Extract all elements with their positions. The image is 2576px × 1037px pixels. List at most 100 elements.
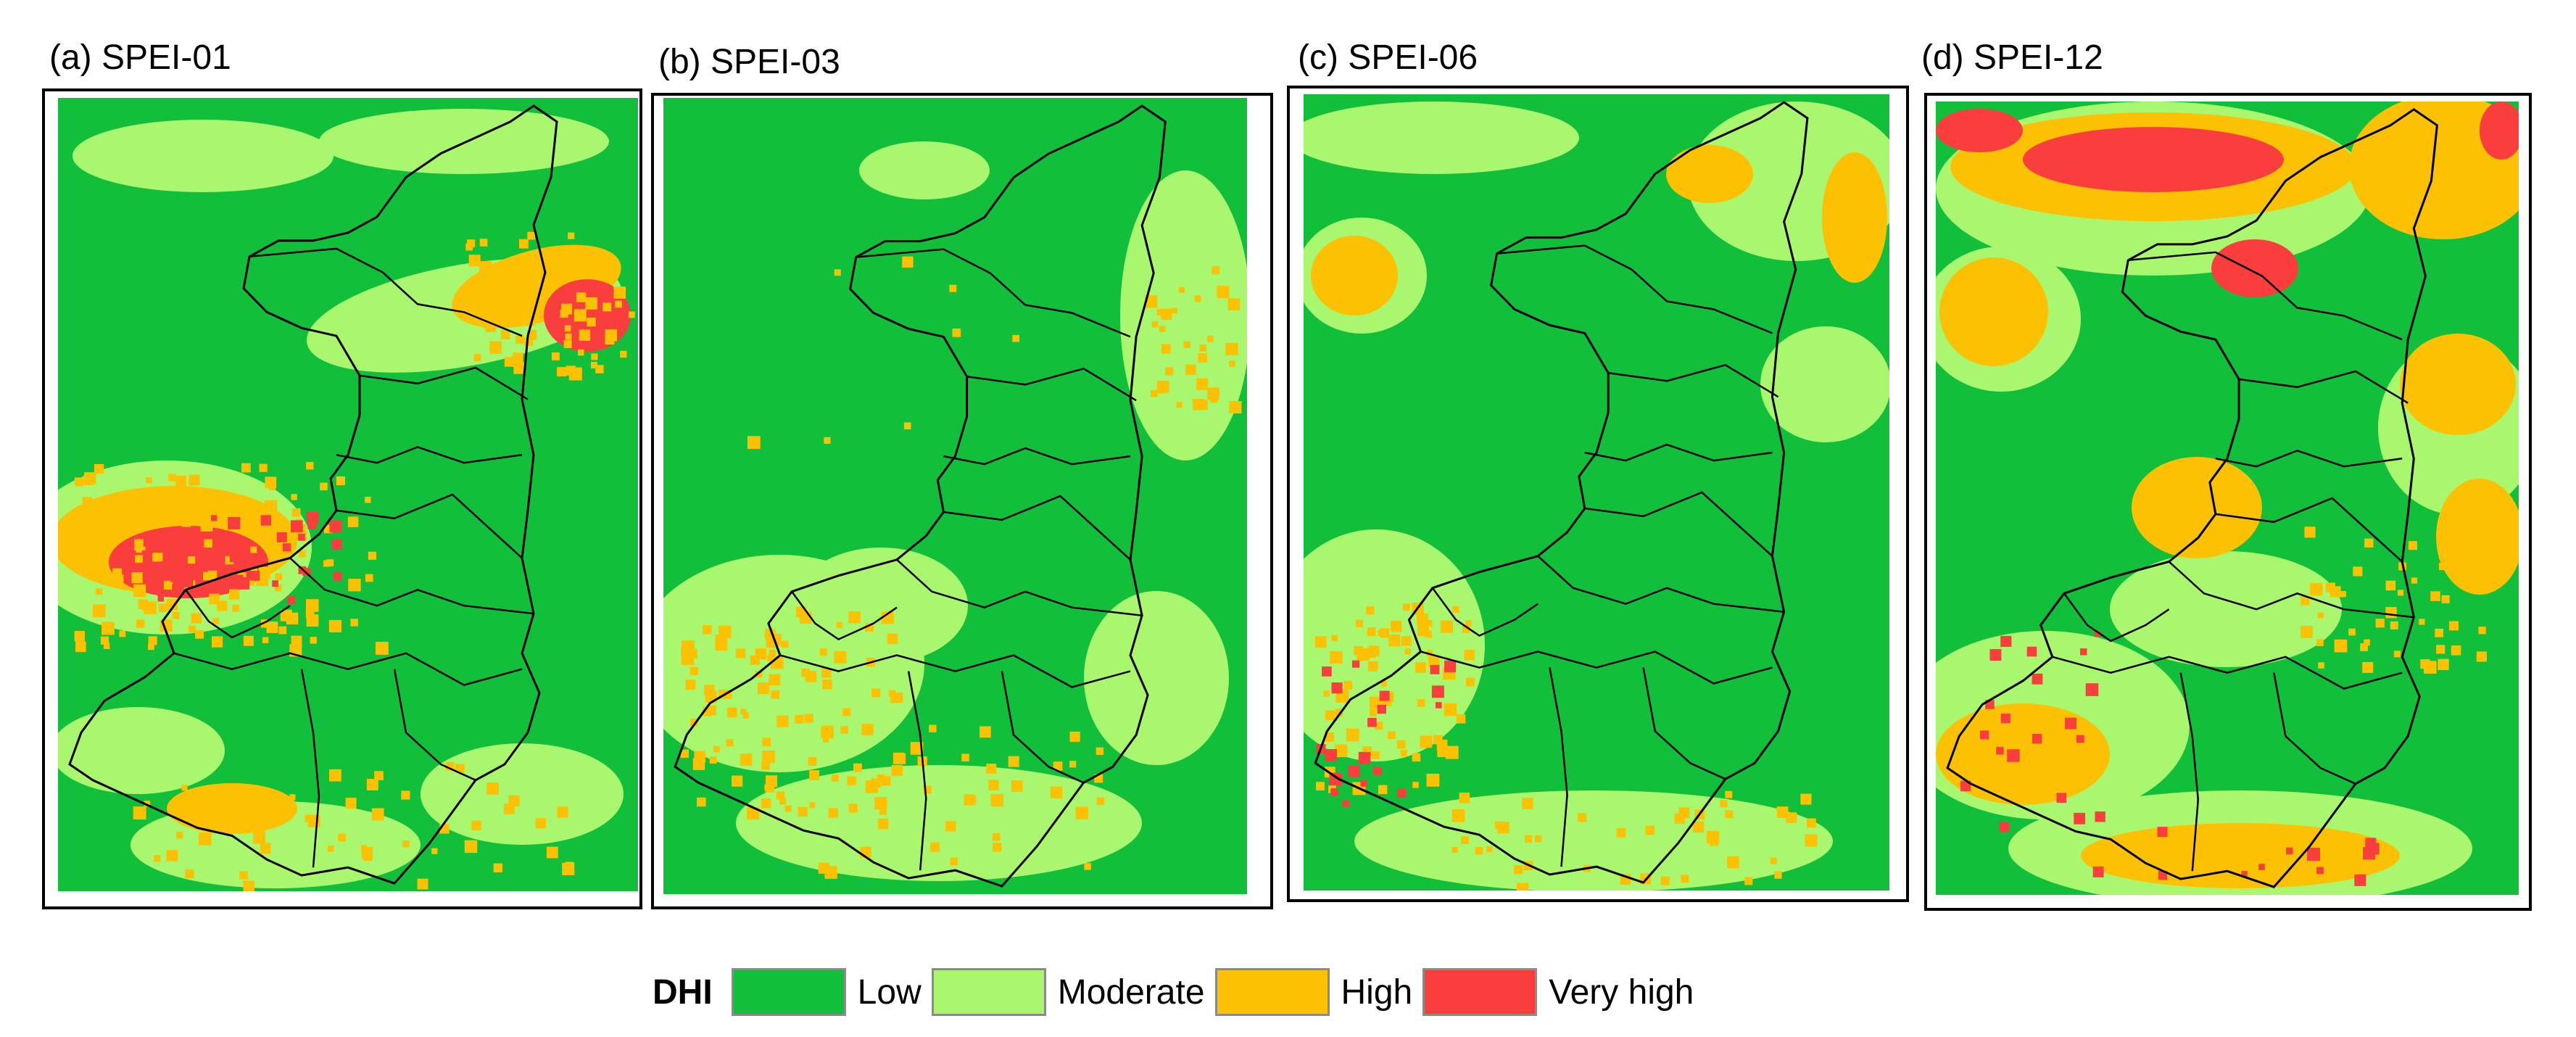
high-pixel-c — [1774, 871, 1782, 879]
district-boundary-d-4 — [2052, 656, 2403, 690]
high-pixel-b — [1159, 326, 1166, 332]
very-high-pixel-c — [1348, 765, 1360, 777]
very-high-pixel-d — [1996, 747, 2004, 755]
high-pixel-a — [280, 549, 291, 561]
moderate-zone-a — [421, 743, 624, 845]
very-high-pixel-a — [164, 563, 174, 573]
high-pixel-d — [2430, 591, 2440, 601]
very-high-pixel-a — [157, 595, 165, 602]
high-pixel-b — [929, 724, 937, 732]
high-pixel-c — [1806, 818, 1816, 828]
high-pixel-b — [1053, 761, 1063, 771]
legend-swatch-moderate — [931, 968, 1046, 1016]
very-high-pixel-d — [2085, 683, 2099, 696]
high-pixel-a — [374, 771, 384, 780]
high-pixel-a — [197, 494, 210, 507]
high-pixel-b — [799, 611, 812, 624]
very-high-pixel-a — [196, 561, 203, 567]
high-pixel-c — [1325, 710, 1335, 720]
high-pixel-c — [1517, 883, 1529, 891]
high-pixel-a — [576, 292, 587, 302]
legend-swatch-low — [731, 968, 846, 1016]
map-legend: DHI Low Moderate High Very high — [653, 963, 1704, 1021]
district-boundary-d-0 — [2128, 251, 2403, 341]
high-pixel-c — [1368, 645, 1380, 657]
high-pixel-a — [291, 494, 297, 500]
high-pixel-b — [986, 764, 997, 774]
high-pixel-b — [874, 797, 887, 810]
high-pixel-a — [148, 636, 157, 645]
high-pixel-d — [2364, 538, 2374, 548]
high-pixel-a — [518, 239, 529, 249]
high-pixel-c — [1380, 680, 1387, 687]
high-pixel-b — [1008, 756, 1019, 767]
high-pixel-a — [158, 603, 167, 612]
high-pixel-a — [133, 584, 146, 598]
very-high-pixel-a — [302, 568, 311, 577]
very-high-pixel-d — [2307, 847, 2321, 861]
high-pixel-b — [1151, 390, 1158, 397]
high-pixel-a — [310, 637, 317, 644]
high-pixel-b — [842, 708, 851, 716]
high-pixel-c — [1727, 856, 1739, 869]
high-pixel-b — [923, 785, 932, 794]
high-pixel-a — [257, 797, 264, 804]
high-pixel-c — [1380, 628, 1390, 638]
high-pixel-b — [952, 329, 961, 337]
high-pixel-b — [949, 284, 957, 292]
high-pixel-a — [306, 599, 319, 612]
high-pixel-b — [761, 798, 771, 809]
high-pixel-a — [267, 526, 277, 537]
high-pixel-b — [703, 624, 712, 635]
high-pixel-b — [808, 757, 817, 766]
high-pixel-b — [1199, 344, 1207, 352]
high-pixel-a — [535, 818, 546, 829]
high-pixel-d — [2435, 628, 2444, 637]
district-boundary-c-4 — [1420, 650, 1773, 685]
high-pixel-d — [2362, 661, 2374, 673]
high-pixel-a — [591, 353, 598, 360]
high-pixel-c — [1346, 728, 1359, 742]
province-boundary-b — [674, 104, 1167, 888]
very-high-pixel-a — [287, 596, 295, 604]
high-pixel-a — [615, 300, 623, 308]
high-pixel-a — [244, 516, 257, 529]
high-pixel-b — [840, 726, 848, 734]
high-pixel-c — [1403, 603, 1410, 611]
high-pixel-a — [74, 631, 85, 642]
high-pixel-b — [871, 688, 881, 698]
high-pixel-a — [579, 329, 591, 341]
high-pixel-b — [1094, 774, 1103, 783]
high-pixel-a — [365, 496, 371, 503]
high-pixel-b — [950, 857, 958, 866]
high-pixel-a — [133, 806, 146, 820]
district-boundary-c-3 — [1537, 555, 1784, 613]
high-pixel-c — [1444, 703, 1457, 716]
very-high-pixel-a — [172, 584, 182, 594]
raster-map-a — [58, 98, 638, 891]
high-pixel-a — [560, 309, 568, 318]
district-boundary-b-8 — [791, 591, 898, 641]
high-pixel-b — [1229, 360, 1235, 368]
high-pixel-b — [771, 690, 780, 699]
high-pixel-a — [146, 477, 152, 484]
high-pixel-d — [2393, 650, 2401, 658]
high-pixel-b — [848, 803, 858, 813]
high-pixel-a — [305, 608, 315, 618]
high-pixel-c — [1786, 812, 1797, 824]
high-pixel-a — [166, 849, 178, 862]
high-pixel-c — [1375, 722, 1383, 730]
high-pixel-b — [822, 679, 832, 690]
high-pixel-b — [980, 726, 991, 738]
high-pixel-b — [1161, 344, 1171, 354]
high-pixel-a — [497, 281, 506, 290]
very-high-pixel-a — [247, 558, 254, 565]
high-pixel-a — [595, 365, 604, 373]
district-boundary-a-8 — [184, 589, 291, 639]
high-pixel-c — [1425, 619, 1433, 627]
high-pixel-a — [202, 814, 210, 821]
high-pixel-b — [757, 682, 770, 695]
high-pixel-a — [628, 311, 635, 318]
high-pixel-b — [818, 862, 830, 874]
high-pixel-a — [493, 863, 502, 872]
